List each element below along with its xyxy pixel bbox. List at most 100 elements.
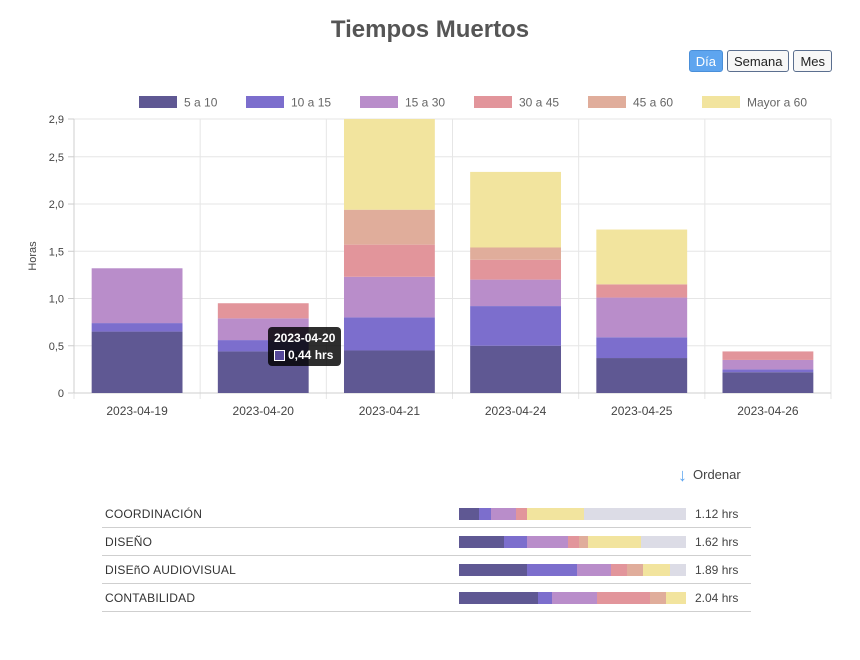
department-bar-segment: [527, 535, 568, 548]
bar-segment[interactable]: [596, 297, 688, 338]
bar-segment[interactable]: [470, 279, 562, 307]
bar-segment[interactable]: [722, 369, 814, 373]
y-tick-label: 0,5: [49, 341, 64, 353]
legend-swatch: [474, 96, 512, 108]
tooltip-value: 0,44 hrs: [288, 348, 334, 362]
department-row: CONTABILIDAD 2.04 hrs: [102, 584, 751, 612]
y-tick-label: 2,0: [49, 199, 64, 211]
bar-segment[interactable]: [596, 358, 688, 393]
tooltip-row: 0,44 hrs: [274, 348, 335, 362]
y-axis-label: Horas: [27, 241, 39, 271]
y-tick-label: 1,5: [49, 246, 64, 258]
sort-button[interactable]: ↓ Ordenar: [678, 464, 741, 485]
bar-segment[interactable]: [722, 359, 814, 370]
bar-segment[interactable]: [217, 303, 309, 319]
department-bar-segment: [626, 563, 643, 576]
department-bar-segment: [527, 563, 578, 576]
x-tick-label: 2023-04-19: [106, 404, 168, 415]
department-value: 2.04 hrs: [695, 590, 739, 605]
bar-segment[interactable]: [343, 317, 435, 351]
department-bar: [459, 591, 686, 604]
department-bar-segment: [611, 563, 627, 576]
month-button[interactable]: Mes: [793, 50, 832, 72]
bar-segment[interactable]: [217, 340, 309, 352]
department-value: 1.89 hrs: [695, 562, 739, 577]
department-bar: [459, 507, 686, 520]
bar-segment[interactable]: [91, 323, 183, 332]
bar-segment[interactable]: [91, 268, 183, 324]
department-bar-segment: [642, 563, 671, 576]
bar-segment[interactable]: [470, 171, 562, 248]
department-name: COORDINACIÓN: [105, 506, 203, 521]
legend-swatch: [702, 96, 740, 108]
chart-tooltip: 2023-04-20 0,44 hrs: [268, 327, 342, 366]
bar-segment[interactable]: [91, 331, 183, 393]
department-bar-segment: [538, 591, 553, 604]
department-name: DISEÑO: [105, 534, 153, 549]
legend-swatch: [588, 96, 626, 108]
bar-segment[interactable]: [596, 284, 688, 298]
sort-label: Ordenar: [693, 467, 741, 482]
legend-label: 15 a 30: [405, 96, 445, 110]
bar-segment[interactable]: [343, 209, 435, 245]
y-tick-label: 2,5: [49, 152, 64, 164]
x-tick-label: 2023-04-24: [485, 404, 547, 415]
tooltip-swatch: [274, 349, 285, 361]
bar-segment[interactable]: [470, 259, 562, 280]
department-bar-segment: [567, 535, 580, 548]
department-value: 1.62 hrs: [695, 534, 739, 549]
legend-label: 5 a 10: [184, 96, 218, 110]
bar-segment[interactable]: [470, 306, 562, 346]
x-tick-label: 2023-04-21: [359, 404, 421, 415]
department-list: COORDINACIÓN 1.12 hrs DISEÑO 1.62 hrs DI…: [102, 500, 751, 612]
department-bar-segment: [588, 535, 641, 548]
department-bar-segment: [665, 591, 686, 604]
bar-segment[interactable]: [596, 337, 688, 359]
legend-label: 10 a 15: [291, 96, 331, 110]
stacked-bar-chart: 5 a 10 10 a 15 15 a 30 30 a 45 45 a 60 Mayor …: [27, 96, 832, 415]
bar-segment[interactable]: [343, 244, 435, 277]
department-name: CONTABILIDAD: [105, 590, 196, 605]
bar-segment[interactable]: [343, 276, 435, 318]
department-row: DISEÑO 1.62 hrs: [102, 528, 751, 556]
department-bar-segment: [479, 507, 491, 520]
department-bar-segment: [459, 535, 505, 548]
department-bar-segment: [552, 591, 598, 604]
department-row: DISEñO AUDIOVISUAL 1.89 hrs: [102, 556, 751, 584]
x-tick-label: 2023-04-25: [611, 404, 673, 415]
bar-segment[interactable]: [343, 119, 435, 210]
department-bar-segment: [504, 535, 528, 548]
bar-segment[interactable]: [343, 350, 435, 393]
bar-segment[interactable]: [722, 351, 814, 360]
department-value: 1.12 hrs: [695, 506, 739, 521]
department-bar-segment: [577, 563, 612, 576]
day-button[interactable]: Día: [688, 50, 724, 72]
department-bar-segment: [527, 507, 584, 520]
legend-swatch: [246, 96, 284, 108]
x-tick-label: 2023-04-26: [737, 404, 799, 415]
department-bar-segment: [459, 591, 539, 604]
y-tick-label: 2,9: [49, 114, 64, 126]
y-tick-label: 0: [58, 388, 64, 400]
legend-label: 45 a 60: [633, 96, 673, 110]
legend-label: 30 a 45: [519, 96, 559, 110]
page-title: Tiempos Muertos: [330, 16, 530, 43]
department-bar: [459, 535, 686, 548]
bar-segment[interactable]: [470, 247, 562, 260]
bar-segment[interactable]: [596, 229, 688, 285]
department-bar-segment: [490, 507, 516, 520]
department-bar-segment: [579, 535, 589, 548]
tooltip-title: 2023-04-20: [274, 331, 336, 345]
department-bar-segment: [649, 591, 666, 604]
department-bar: [459, 563, 686, 576]
department-bar-segment: [597, 591, 650, 604]
bar-segment[interactable]: [470, 345, 562, 393]
y-tick-label: 1,0: [49, 294, 64, 306]
arrow-down-icon: ↓: [678, 464, 687, 485]
department-bar-segment: [459, 507, 480, 520]
week-button[interactable]: Semana: [727, 50, 790, 72]
x-tick-label: 2023-04-20: [233, 404, 295, 415]
bar-segment[interactable]: [722, 372, 814, 393]
legend-label: Mayor a 60: [747, 96, 807, 110]
legend-swatch: [360, 96, 398, 108]
